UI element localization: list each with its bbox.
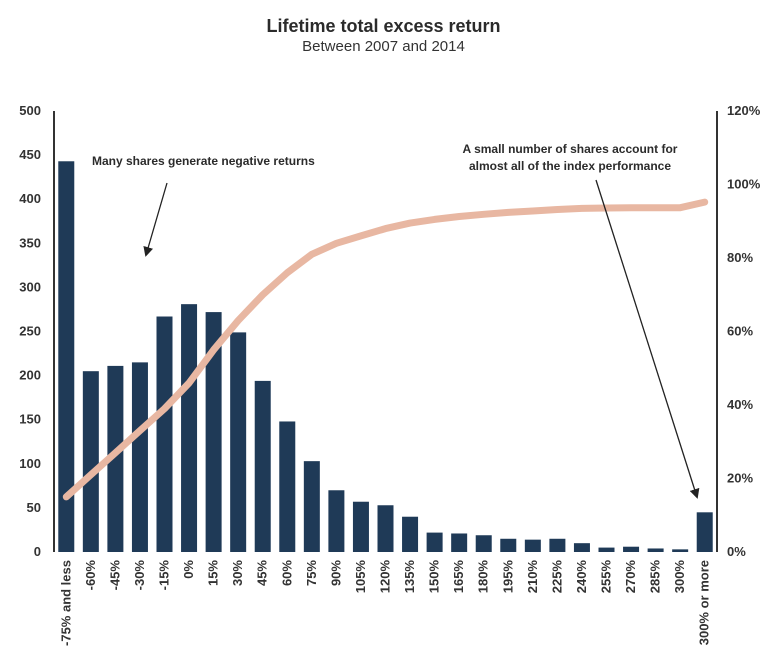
x-axis-labels: -75% and less -60% -45% -30% -15% 0% 15% 30% 45%… (58, 560, 711, 646)
right-y-tick-label: 0% (727, 544, 746, 559)
bar-9 (279, 421, 296, 552)
bar-23 (623, 546, 640, 552)
x-tick-label: -60% (83, 560, 98, 591)
x-tick-label: 300% (672, 560, 687, 594)
x-tick-label: 255% (599, 560, 614, 594)
x-tick-label: 210% (525, 560, 540, 594)
x-tick-label: 300% or more (697, 560, 712, 645)
x-tick-label: -30% (132, 560, 147, 591)
left-y-tick-label: 200 (19, 368, 41, 383)
x-tick-label: 225% (549, 560, 564, 594)
x-tick-label: 270% (623, 560, 638, 594)
bar-26 (696, 512, 713, 552)
left-y-tick-label: 150 (19, 412, 41, 427)
x-tick-label: 240% (574, 560, 589, 594)
bar-17 (475, 535, 492, 552)
x-tick-label: -75% and less (58, 560, 73, 646)
right-y-tick-label: 80% (727, 250, 753, 265)
x-tick-label: 135% (402, 560, 417, 594)
bar-1 (82, 371, 99, 552)
x-tick-label: 75% (304, 560, 319, 586)
annotation-index-performance-line2: almost all of the index performance (469, 159, 671, 173)
left-y-axis: 0 50 100 150 200 250 300 350 400 450 500 (19, 103, 55, 559)
x-tick-label: 180% (476, 560, 491, 594)
bar-7 (230, 332, 247, 552)
bar-13 (377, 505, 394, 552)
bar-6 (205, 312, 222, 552)
chart-title: Lifetime total excess return (266, 16, 501, 36)
annotation-index-performance-line1: A small number of shares account for (463, 142, 678, 156)
x-tick-label: 90% (328, 560, 343, 586)
bar-20 (549, 538, 566, 552)
bar-25 (672, 549, 689, 552)
chart-subtitle: Between 2007 and 2014 (302, 38, 465, 55)
bar-10 (303, 461, 320, 552)
arrow-index-performance (595, 179, 700, 499)
left-y-tick-label: 350 (19, 235, 41, 250)
right-y-tick-label: 40% (727, 397, 753, 412)
right-y-axis: 0% 20% 40% 60% 80% 100% 120% (716, 103, 761, 559)
cumulative-line (62, 198, 709, 501)
annotations: Many shares generate negative returns A … (92, 142, 700, 499)
x-tick-label: 195% (500, 560, 515, 594)
left-y-tick-label: 500 (19, 103, 41, 118)
left-y-tick-label: 0 (34, 544, 41, 559)
x-tick-label: 105% (353, 560, 368, 594)
bar-12 (352, 501, 369, 552)
bar-16 (451, 533, 468, 552)
left-y-tick-label: 50 (27, 500, 41, 515)
bar-21 (573, 543, 590, 552)
x-tick-label: 0% (181, 560, 196, 579)
x-tick-label: 30% (230, 560, 245, 586)
right-y-tick-label: 20% (727, 471, 753, 486)
bar-22 (598, 547, 615, 552)
left-y-tick-label: 100 (19, 456, 41, 471)
bar-4 (156, 316, 173, 552)
x-tick-label: 165% (451, 560, 466, 594)
bar-19 (524, 539, 541, 552)
left-y-tick-label: 450 (19, 147, 41, 162)
right-y-tick-label: 120% (727, 103, 761, 118)
bar-11 (328, 490, 345, 552)
bar-14 (402, 516, 419, 552)
bar-8 (254, 380, 271, 552)
bar-0 (58, 161, 75, 553)
left-y-tick-label: 250 (19, 324, 41, 339)
right-y-tick-label: 60% (727, 324, 753, 339)
bar-3 (131, 362, 148, 552)
bar-series (58, 161, 713, 553)
x-tick-label: 150% (427, 560, 442, 594)
x-tick-label: -45% (107, 560, 122, 591)
x-tick-label: 120% (378, 560, 393, 594)
bar-15 (426, 532, 443, 552)
x-tick-label: 15% (206, 560, 221, 586)
annotation-negative-returns: Many shares generate negative returns (92, 154, 315, 168)
bar-24 (647, 548, 664, 552)
x-tick-label: 285% (648, 560, 663, 594)
bar-2 (107, 365, 124, 552)
x-tick-label: 60% (279, 560, 294, 586)
x-tick-label: -15% (157, 560, 172, 591)
left-y-tick-label: 400 (19, 191, 41, 206)
right-y-tick-label: 100% (727, 177, 761, 192)
bar-5 (181, 304, 198, 552)
x-tick-label: 45% (255, 560, 270, 586)
left-y-tick-label: 300 (19, 279, 41, 294)
bar-18 (500, 538, 517, 552)
arrow-negative-returns (143, 182, 168, 257)
